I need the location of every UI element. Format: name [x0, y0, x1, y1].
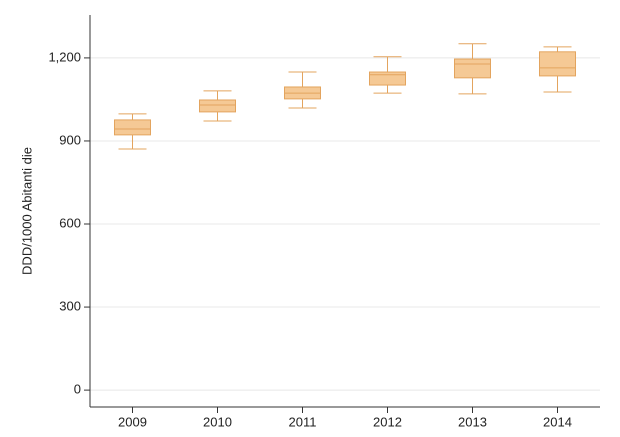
x-tick-label: 2010 — [203, 414, 232, 429]
box — [369, 71, 406, 86]
box — [199, 99, 236, 113]
box — [539, 51, 576, 77]
x-tick-label: 2014 — [543, 414, 572, 429]
y-tick-label: 0 — [74, 382, 81, 397]
y-tick-label: 600 — [59, 215, 81, 230]
y-tick-label: 1,200 — [48, 49, 81, 64]
y-axis-label: DDD/1000 Abitanti die — [19, 147, 34, 275]
y-tick-label: 900 — [59, 132, 81, 147]
box — [454, 58, 491, 79]
box — [114, 119, 151, 136]
x-tick-label: 2013 — [458, 414, 487, 429]
x-tick-label: 2012 — [373, 414, 402, 429]
x-tick-label: 2009 — [118, 414, 147, 429]
y-tick-label: 300 — [59, 298, 81, 313]
x-tick-label: 2011 — [289, 414, 317, 429]
